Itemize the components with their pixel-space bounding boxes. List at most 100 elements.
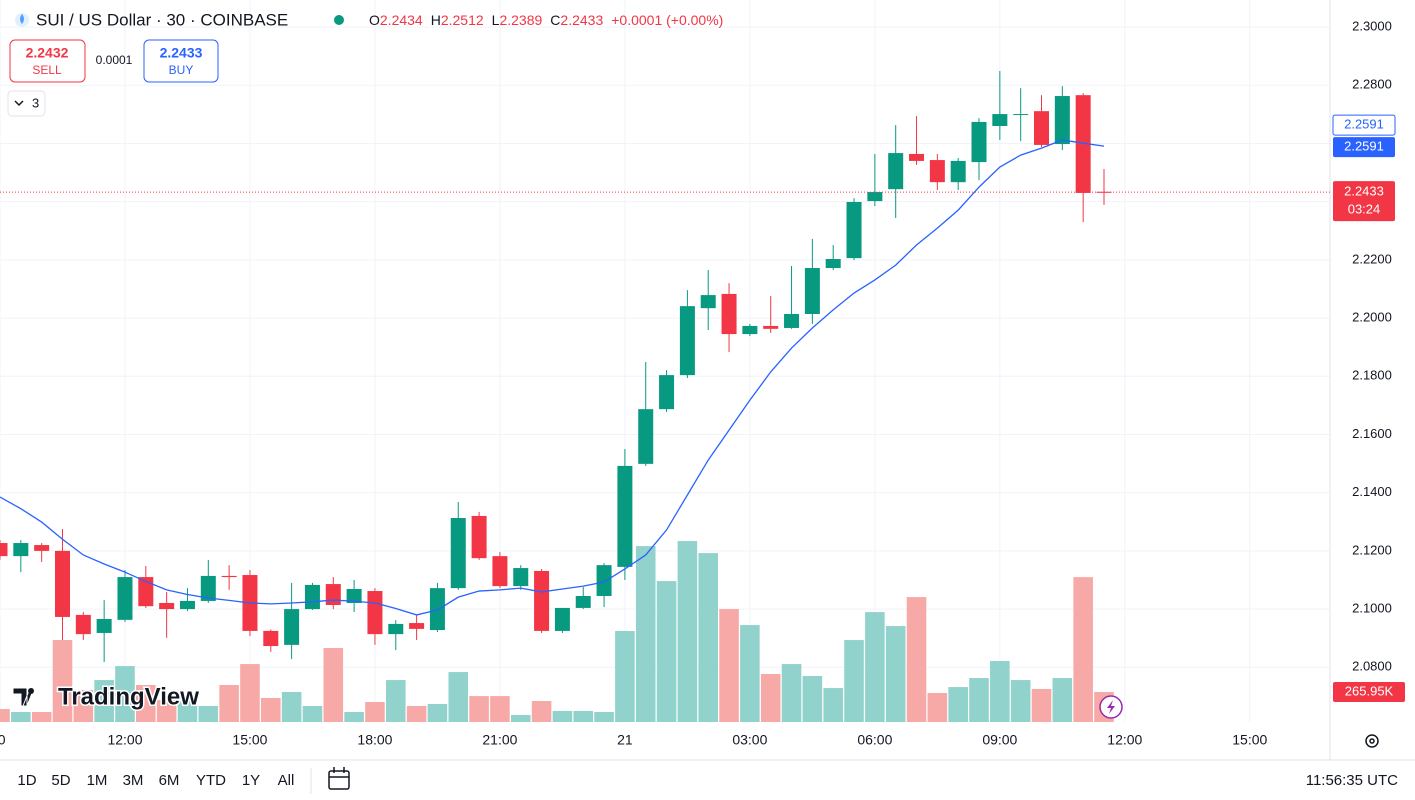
candle-body	[0, 543, 8, 557]
volume-bar	[469, 696, 489, 722]
candle-body	[513, 568, 529, 587]
candle-body	[1013, 114, 1029, 116]
symbol-title: SUI / US Dollar · 30 · COINBASE	[36, 10, 288, 29]
candle-body	[784, 314, 800, 328]
candle-body	[179, 600, 195, 610]
volume-bar	[73, 689, 94, 722]
sell-label: SELL	[32, 63, 62, 77]
volume-bar	[573, 710, 594, 722]
spread: 0.0001	[96, 53, 133, 67]
candle-body	[825, 259, 841, 269]
volume-bar	[781, 664, 802, 722]
volume-bar	[885, 626, 906, 722]
candle-body	[13, 543, 29, 557]
volume-bar	[510, 715, 531, 722]
volume-bar	[31, 711, 52, 722]
range-button[interactable]: 5D	[51, 772, 70, 789]
x-tick-label: 12:00	[107, 732, 142, 748]
logo-text: TradingView	[58, 683, 199, 710]
volume-bar	[865, 612, 885, 722]
range-button[interactable]: 1D	[17, 772, 36, 789]
settings-button[interactable]	[1365, 734, 1379, 748]
volume-bar	[594, 711, 614, 722]
sell-button[interactable]: 2.2432 SELL	[9, 39, 86, 83]
x-tick-label: 18:00	[357, 732, 392, 748]
candle-body	[117, 577, 133, 620]
volume-bar	[427, 703, 448, 722]
candle-body	[75, 614, 91, 635]
candle-body	[492, 556, 508, 587]
y-tick-label: 2.1200	[1352, 542, 1392, 557]
candle-body	[54, 550, 70, 617]
candle-body	[284, 609, 300, 645]
lightning-button[interactable]	[1099, 695, 1123, 719]
candle-body	[1096, 191, 1112, 193]
candle-body	[929, 160, 945, 183]
candle-body	[159, 602, 175, 610]
volume-bar	[760, 673, 781, 722]
volume-bar	[1031, 688, 1052, 722]
ma-price: 2.2591	[1344, 139, 1384, 154]
x-tick-label: 21	[617, 732, 633, 748]
volume-label: 265.95K	[1345, 683, 1394, 698]
candle-body	[200, 575, 216, 601]
x-tick-label: 06:00	[857, 732, 892, 748]
volume-bar	[385, 680, 406, 722]
volume-bar	[302, 705, 323, 722]
candle-body	[367, 591, 383, 635]
volume-bar	[0, 709, 10, 722]
x-tick-label: 09:00	[982, 732, 1017, 748]
buy-button[interactable]: 2.2433 BUY	[143, 39, 219, 83]
x-tick-label: 12:00	[1107, 732, 1142, 748]
candle-body	[471, 515, 487, 559]
volume-bar	[552, 710, 573, 722]
range-button[interactable]: 1Y	[242, 772, 260, 789]
x-tick-label: 21:00	[482, 732, 517, 748]
volume-bar	[677, 541, 698, 722]
candle-body	[325, 584, 341, 606]
volume-bar	[1073, 577, 1093, 722]
volume-bar	[115, 666, 135, 722]
range-button[interactable]: All	[278, 772, 295, 789]
candle-body	[34, 545, 50, 551]
volume-bar	[969, 678, 989, 722]
volume-bar	[635, 546, 656, 722]
candle-body	[429, 588, 445, 631]
volume-bar	[344, 711, 364, 722]
candle-body	[409, 623, 425, 629]
y-tick-label: 2.2200	[1352, 251, 1392, 266]
volume-bar	[1010, 680, 1031, 722]
y-tick-label: 2.1400	[1352, 484, 1392, 499]
y-tick-label: 2.1800	[1352, 368, 1392, 383]
y-tick-label: 2.3000	[1352, 19, 1392, 34]
volume-bar	[1052, 678, 1073, 722]
logo: TradingView	[12, 682, 201, 712]
ohlc-header: O2.2434 H2.2512 L2.2389 C2.2433 +0.0001 (+0.…	[369, 12, 723, 28]
volume-bar	[490, 696, 510, 722]
candle-body	[1034, 111, 1050, 145]
candle-body	[575, 595, 591, 608]
range-button[interactable]: 1M	[87, 772, 108, 789]
range-button[interactable]: 6M	[159, 772, 180, 789]
date-range-button[interactable]	[328, 767, 350, 790]
y-tick-label: 2.2000	[1352, 310, 1392, 325]
volume-bar	[406, 705, 427, 722]
candle-body	[617, 465, 633, 567]
candle-body	[742, 325, 758, 335]
candle-body	[534, 570, 550, 631]
volume-bar	[719, 609, 739, 722]
volume-bar	[802, 676, 823, 722]
indicators-toggle[interactable]: 3	[7, 90, 46, 117]
last-price-box	[1333, 181, 1395, 222]
volume-bar	[240, 664, 260, 722]
clock: 11:56:35 UTC	[1306, 772, 1398, 789]
volume-bar	[656, 581, 677, 722]
axes: 2.0800 2.1000 2.1200 2.1400 2.1600 2.1800 2.20…	[0, 0, 1405, 760]
candle-body	[700, 295, 716, 309]
range-button[interactable]: 3M	[123, 772, 144, 789]
volume	[0, 541, 1114, 722]
candle-body	[659, 375, 675, 410]
volume-bar	[11, 711, 31, 722]
range-button[interactable]: YTD	[196, 772, 226, 789]
